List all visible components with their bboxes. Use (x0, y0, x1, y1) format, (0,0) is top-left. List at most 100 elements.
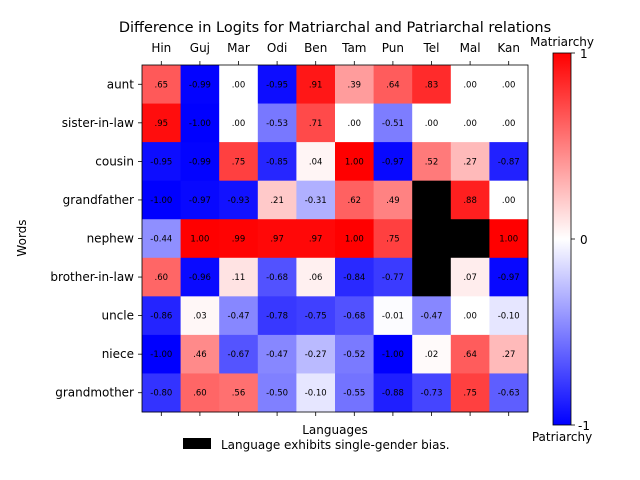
cell-value-label: .65 (155, 80, 169, 90)
x-tick-label: Hin (151, 41, 171, 55)
colorbar-bottom-label: Patriarchy (532, 430, 592, 444)
cell-value-label: 1.00 (499, 235, 518, 245)
x-tick-label: Mar (227, 41, 250, 55)
cell-value-label: .27 (463, 157, 477, 167)
cell-value-label: -0.88 (382, 389, 404, 399)
heatmap-cell (450, 373, 490, 413)
cell-value-label: -0.44 (150, 235, 172, 245)
heatmap-cell (257, 334, 297, 374)
heatmap-cell (257, 219, 297, 259)
cell-value-label: -0.51 (382, 119, 404, 129)
y-tick-label: sister-in-law (62, 116, 134, 130)
heatmap-cell (180, 257, 220, 297)
cell-value-label: .06 (309, 273, 323, 283)
heatmap-cell (180, 334, 220, 374)
heatmap-cell (257, 180, 297, 220)
heatmap-cell (489, 373, 529, 413)
y-tick-label: niece (102, 347, 134, 361)
cell-value-label: .00 (425, 119, 439, 129)
cell-value-label: -0.47 (266, 350, 288, 360)
heatmap-cells (142, 65, 529, 413)
cell-value-label: .02 (425, 350, 439, 360)
y-tick-label: aunt (107, 77, 135, 91)
cell-value-label: -0.55 (343, 389, 365, 399)
heatmap-cell (257, 103, 297, 143)
cell-value-label: .00 (463, 80, 477, 90)
heatmap-cell (450, 103, 490, 143)
cell-value-label: .52 (425, 157, 439, 167)
heatmap-cell (450, 65, 490, 104)
cell-value-label: .71 (309, 119, 323, 129)
heatmap-cell (180, 219, 220, 259)
cell-value-label: -0.67 (228, 350, 250, 360)
heatmap-cell-bias (450, 219, 490, 259)
heatmap-cell (450, 180, 490, 220)
heatmap-cell (142, 296, 181, 336)
heatmap-cell (296, 142, 336, 182)
cell-value-label: 1.00 (190, 235, 209, 245)
cell-value-label: .99 (232, 235, 246, 245)
cell-value-label: -0.95 (266, 80, 288, 90)
heatmap-cell (219, 219, 259, 259)
cell-value-label: .88 (463, 196, 477, 206)
heatmap-cell (296, 180, 336, 220)
heatmap-cell (335, 180, 374, 220)
cell-value-label: -0.68 (343, 312, 365, 322)
cell-value-label: .49 (386, 196, 400, 206)
heatmap-cell (412, 103, 452, 143)
heatmap-cell (142, 65, 181, 104)
cell-value-label: -0.77 (382, 273, 404, 283)
heatmap-cell (257, 142, 297, 182)
heatmap-cell (180, 296, 220, 336)
cell-value-label: .39 (348, 80, 362, 90)
cell-value-label: -0.47 (421, 312, 443, 322)
heatmap-cell (489, 296, 529, 336)
cell-value-label: -0.10 (498, 312, 520, 322)
heatmap-cell (489, 334, 529, 374)
cell-value-label: -0.99 (189, 80, 211, 90)
cell-value-label: -0.75 (305, 312, 327, 322)
heatmap-cell (373, 334, 413, 374)
x-tick-label: Pun (382, 41, 404, 55)
y-tick-label: grandfather (63, 193, 134, 207)
heatmap-cell (296, 219, 336, 259)
cell-value-label: .21 (270, 196, 284, 206)
heatmap-cell (412, 65, 452, 104)
cell-value-label: -1.00 (150, 196, 172, 206)
heatmap-cell (412, 296, 452, 336)
heatmap-cell (296, 103, 336, 143)
cell-value-label: .00 (463, 312, 477, 322)
heatmap-cell (296, 373, 336, 413)
heatmap-cell (450, 142, 490, 182)
heatmap-cell (142, 103, 181, 143)
x-tick-label: Tel (422, 41, 439, 55)
heatmap-cell (180, 142, 220, 182)
x-tick-label: Ben (304, 41, 327, 55)
x-tick-label: Guj (190, 41, 210, 55)
x-tick-label: Tam (341, 41, 366, 55)
cell-value-label: -0.31 (305, 196, 327, 206)
x-tick-label: Odi (267, 41, 287, 55)
cell-value-label: .00 (232, 119, 246, 129)
heatmap-cell (180, 373, 220, 413)
heatmap-cell (257, 296, 297, 336)
heatmap-cell (142, 373, 181, 413)
heatmap-cell (142, 180, 181, 220)
heatmap-cell (296, 257, 336, 297)
cell-value-label: .00 (502, 196, 516, 206)
cell-value-label: -0.53 (266, 119, 288, 129)
heatmap-cell (257, 257, 297, 297)
cell-value-label: -0.63 (498, 389, 520, 399)
cell-value-label: .64 (463, 350, 477, 360)
cell-value-label: 1.00 (345, 235, 364, 245)
heatmap-cell (489, 103, 529, 143)
legend-label: Language exhibits single-gender bias. (221, 438, 450, 452)
heatmap-cell (257, 65, 297, 104)
colorbar-tick-zero: 0 (580, 233, 588, 247)
heatmap-cell (489, 65, 529, 104)
cell-value-label: .62 (348, 196, 362, 206)
cell-value-label: .64 (386, 80, 400, 90)
cell-value-label: .00 (232, 80, 246, 90)
cell-value-label: -1.00 (382, 350, 404, 360)
